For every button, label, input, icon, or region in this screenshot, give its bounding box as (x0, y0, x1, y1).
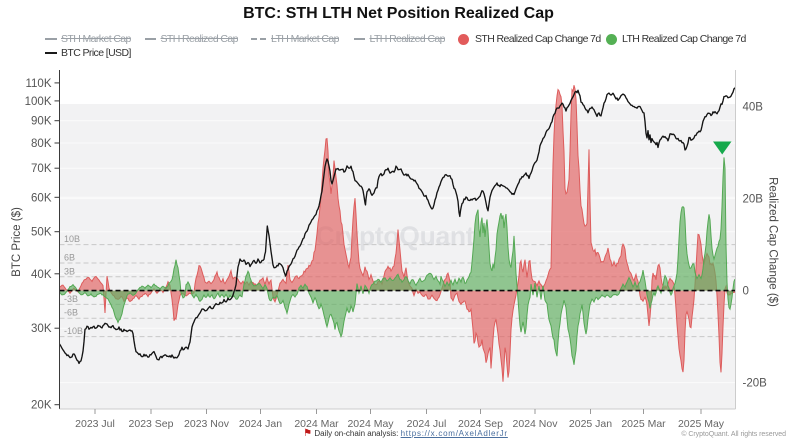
svg-text:50K: 50K (31, 227, 52, 239)
svg-text:70K: 70K (31, 163, 52, 175)
svg-text:2024 Jul: 2024 Jul (407, 418, 447, 430)
svg-text:40B: 40B (743, 102, 764, 114)
svg-text:2024 Mar: 2024 Mar (294, 418, 339, 430)
svg-text:110K: 110K (25, 78, 51, 90)
svg-text:30K: 30K (31, 323, 52, 335)
svg-text:100K: 100K (25, 96, 52, 108)
svg-text:2023 Nov: 2023 Nov (184, 418, 230, 430)
svg-text:2024 Sep: 2024 Sep (458, 418, 503, 430)
svg-text:10B: 10B (64, 234, 80, 244)
svg-text:3B: 3B (64, 266, 75, 276)
svg-text:-10B: -10B (64, 326, 83, 336)
svg-text:80K: 80K (31, 138, 52, 150)
svg-text:2025 May: 2025 May (678, 418, 725, 430)
svg-text:90K: 90K (31, 116, 52, 128)
svg-text:2024 Jan: 2024 Jan (239, 418, 282, 430)
svg-text:2024 Nov: 2024 Nov (513, 418, 559, 430)
svg-text:Realized Cap Change ($): Realized Cap Change ($) (767, 177, 779, 307)
svg-text:2025 Jan: 2025 Jan (569, 418, 612, 430)
svg-text:-6B: -6B (64, 308, 78, 318)
svg-text:6B: 6B (64, 253, 75, 263)
svg-text:60K: 60K (31, 192, 52, 204)
svg-text:-20B: -20B (743, 378, 768, 390)
svg-text:2023 Jul: 2023 Jul (75, 418, 115, 430)
svg-text:40K: 40K (31, 269, 52, 281)
svg-text:2024 May: 2024 May (347, 418, 394, 430)
svg-text:2025 Mar: 2025 Mar (621, 418, 666, 430)
svg-text:BTC Price ($): BTC Price ($) (11, 207, 23, 277)
svg-text:20K: 20K (31, 400, 52, 412)
svg-text:0: 0 (743, 286, 749, 298)
svg-text:20B: 20B (743, 194, 764, 206)
svg-text:-3B: -3B (64, 294, 78, 304)
svg-text:2023 Sep: 2023 Sep (129, 418, 174, 430)
